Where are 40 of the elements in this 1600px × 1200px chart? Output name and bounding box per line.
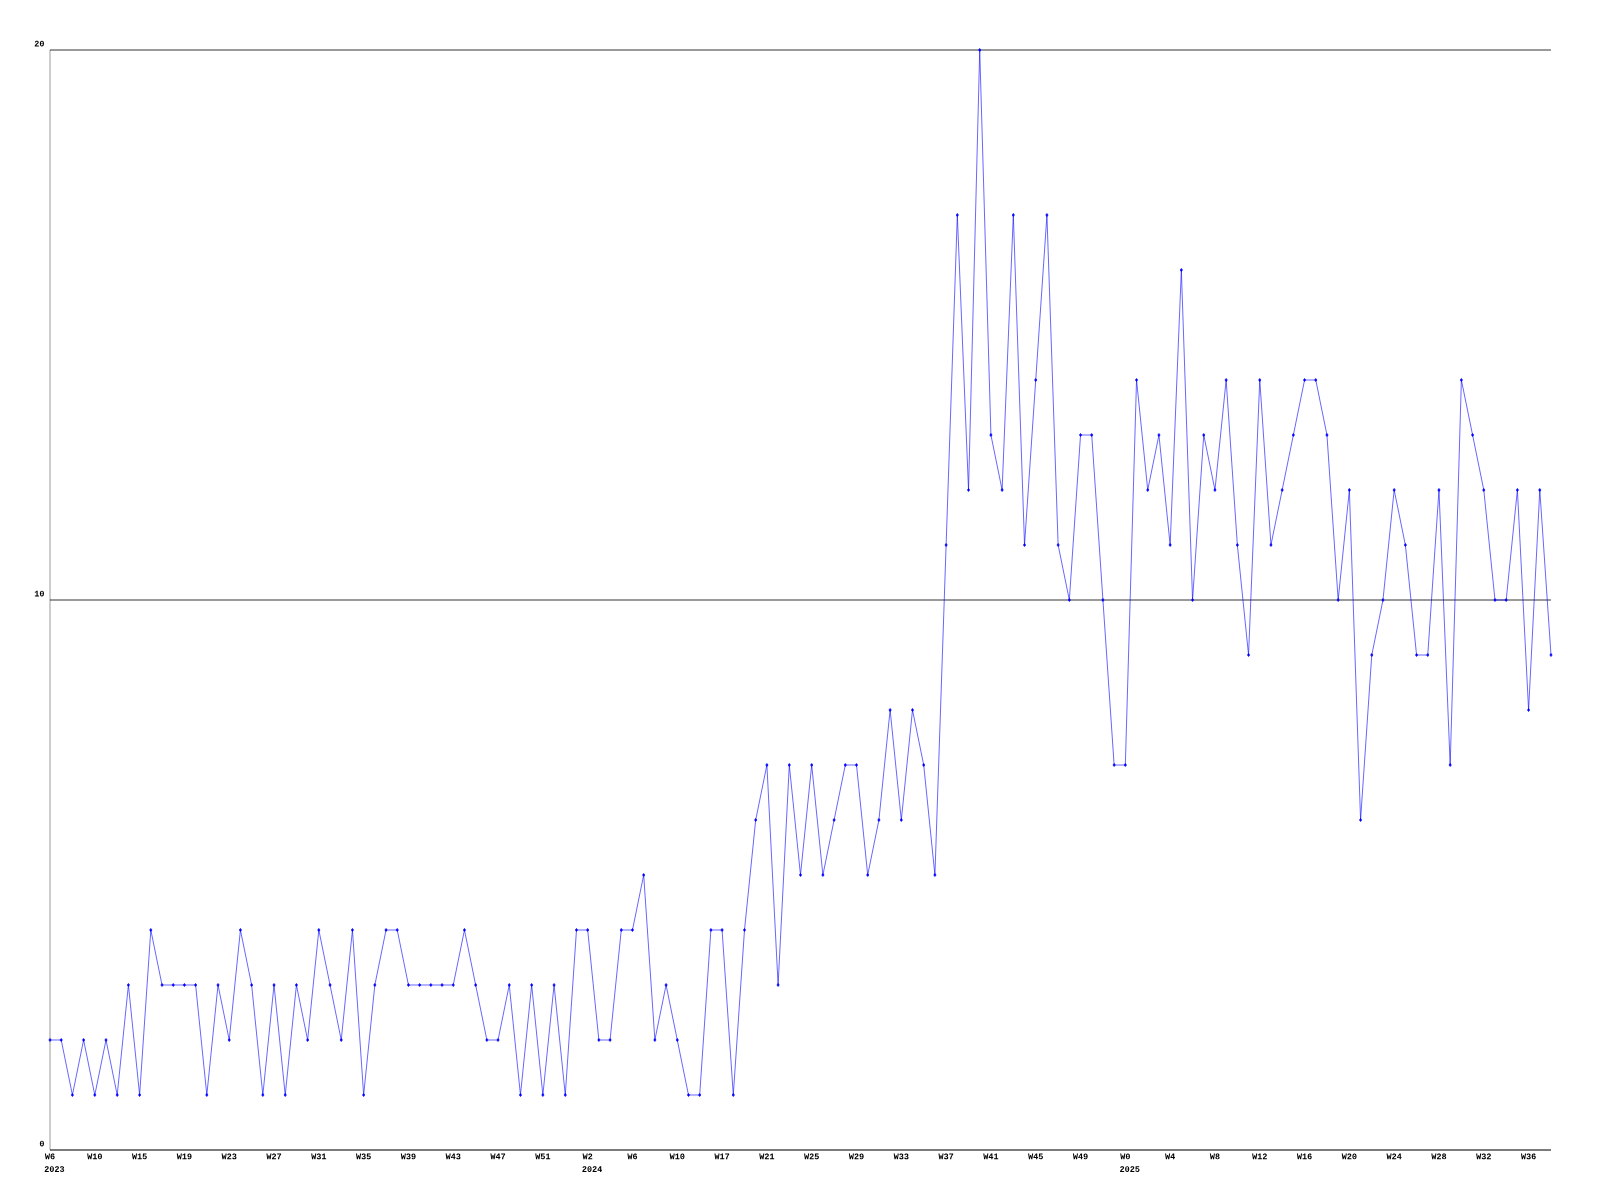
x-tick-label: W16 [1296, 1153, 1312, 1160]
x-tick-label: W10 [87, 1153, 102, 1160]
x-tick-label: W10 [669, 1153, 685, 1160]
x-tick-label: W28 [1431, 1153, 1447, 1160]
text: 2023 [44, 1166, 65, 1172]
x-tick-label: W6 [44, 1153, 55, 1160]
x-tick-label: W49 [1072, 1153, 1088, 1160]
text: 2025 [1120, 1166, 1140, 1172]
x-tick-label: W36 [1520, 1153, 1536, 1160]
x-tick-label: W32 [1476, 1153, 1491, 1160]
x-tick-label: W47 [490, 1153, 506, 1160]
x-tick-label: W35 [355, 1153, 371, 1160]
x-tick-label: W0 [1120, 1153, 1130, 1160]
x-tick-label: W19 [176, 1153, 192, 1160]
x-tick-label: W39 [400, 1153, 416, 1160]
x-tick-label: W51 [535, 1153, 551, 1160]
x-tick-label: W2 [582, 1153, 593, 1160]
x-tick-label: W29 [848, 1153, 864, 1160]
x-tick-label: W15 [131, 1153, 147, 1160]
x-tick-label: W4 [1165, 1153, 1175, 1160]
x-tick-label: W20 [1341, 1153, 1357, 1160]
x-tick-label: W23 [221, 1153, 237, 1160]
y-tick-label: 20 [34, 40, 44, 47]
x-tick-label: W6 [627, 1153, 638, 1160]
x-tick-label: W31 [311, 1153, 327, 1160]
x-tick-label: W41 [983, 1153, 999, 1160]
x-tick-label: W43 [445, 1153, 461, 1160]
x-tick-label: W33 [893, 1153, 909, 1160]
x-tick-label: W12 [1252, 1153, 1267, 1160]
x-tick-label: W17 [714, 1153, 730, 1160]
x-tick-label: W24 [1386, 1153, 1402, 1160]
text: 2024 [582, 1166, 603, 1172]
x-tick-label: W45 [1028, 1153, 1043, 1160]
y-tick-label: 10 [34, 590, 44, 597]
x-tick-label: W25 [804, 1153, 819, 1160]
x-tick-label: W27 [266, 1153, 282, 1160]
y-tick-label: 0 [39, 1140, 44, 1147]
x-tick-label: W37 [938, 1153, 954, 1160]
x-tick-label: W21 [759, 1153, 775, 1160]
x-tick-label: W8 [1209, 1153, 1220, 1160]
